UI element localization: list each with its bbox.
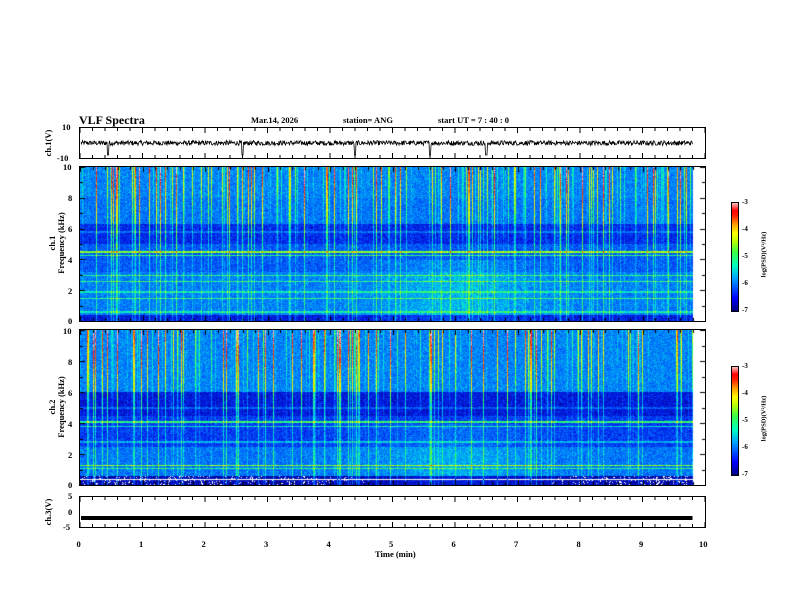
ch1-spec-ylabel-bottom: Frequency (kHz) (56, 212, 66, 274)
x-tick-7: 7 (514, 539, 519, 549)
cb2-tick-m4: -4 (742, 389, 748, 397)
cb1-tick-m6: -6 (742, 279, 748, 287)
ch1-ytick-8: 8 (68, 193, 73, 203)
station-label: station= ANG (343, 115, 393, 125)
ch2-spec-ylabel-bottom: Frequency (kHz) (56, 376, 66, 438)
ch2-ytick-10: 10 (63, 326, 72, 336)
ch3-ytick-bottom: -5 (63, 522, 71, 532)
ch2-spectrogram-image (80, 330, 705, 485)
cb2-label: log(PSD)(V²/Hz) (760, 395, 768, 442)
ch1-spectrogram-panel (79, 166, 706, 322)
x-tick-1: 1 (139, 539, 144, 549)
cb1-tick-m7: -7 (742, 306, 748, 314)
cb2-tick-m7: -7 (742, 470, 748, 478)
ch2-ytick-2: 2 (68, 450, 73, 460)
date-label: Mar.14, 2026 (251, 115, 299, 125)
chart-title: VLF Spectra (79, 113, 145, 127)
cb2-tick-m3: -3 (742, 362, 748, 370)
ch1-ylabel: ch.1(V) (43, 129, 53, 157)
ch3-waveform-panel (79, 496, 706, 528)
cb1-label: log(PSD)(V²/Hz) (760, 231, 768, 278)
ch1-ytick-bottom: -10 (57, 153, 69, 163)
ch1-ytick-0: 0 (68, 316, 73, 326)
ch1-waveform-line (80, 139, 693, 156)
ch3-ytick-top: 5 (68, 491, 73, 501)
x-axis-label: Time (min) (375, 549, 416, 559)
ch2-ytick-6: 6 (68, 388, 73, 398)
ch2-ytick-0: 0 (68, 480, 73, 490)
x-tick-2: 2 (201, 539, 206, 549)
x-tick-4: 4 (326, 539, 331, 549)
x-tick-9: 9 (639, 539, 644, 549)
ch1-waveform-panel (79, 127, 706, 159)
ch1-colorbar (731, 202, 739, 312)
start-time-label: start UT = 7 : 40 : 0 (438, 115, 510, 125)
ch1-ytick-2: 2 (68, 286, 73, 296)
ch3-waveform-line (81, 516, 693, 520)
x-tick-10: 10 (699, 539, 708, 549)
ch3-ylabel: ch.3(V) (43, 498, 53, 526)
cb2-tick-m5: -5 (742, 416, 748, 424)
cb2-tick-m6: -6 (742, 443, 748, 451)
ch1-ytick-4: 4 (68, 255, 73, 265)
cb1-tick-m4: -4 (742, 225, 748, 233)
ch1-ytick-6: 6 (68, 224, 73, 234)
x-tick-8: 8 (576, 539, 581, 549)
cb1-tick-m3: -3 (742, 198, 748, 206)
x-tick-0: 0 (76, 539, 81, 549)
ch2-colorbar (731, 366, 739, 476)
ch2-ytick-8: 8 (68, 357, 73, 367)
ch3-waveform-plot (80, 497, 705, 527)
ch1-waveform-plot (80, 128, 705, 158)
ch3-ytick-mid: 0 (68, 507, 73, 517)
ch1-ytick-top: 10 (62, 122, 71, 132)
ch1-ytick-10: 10 (63, 162, 72, 172)
x-tick-6: 6 (451, 539, 456, 549)
ch1-spectrogram-image (80, 167, 705, 321)
ch2-spectrogram-panel (79, 329, 706, 486)
x-tick-3: 3 (264, 539, 269, 549)
x-tick-5: 5 (389, 539, 394, 549)
ch2-ytick-4: 4 (68, 419, 73, 429)
cb1-tick-m5: -5 (742, 252, 748, 260)
